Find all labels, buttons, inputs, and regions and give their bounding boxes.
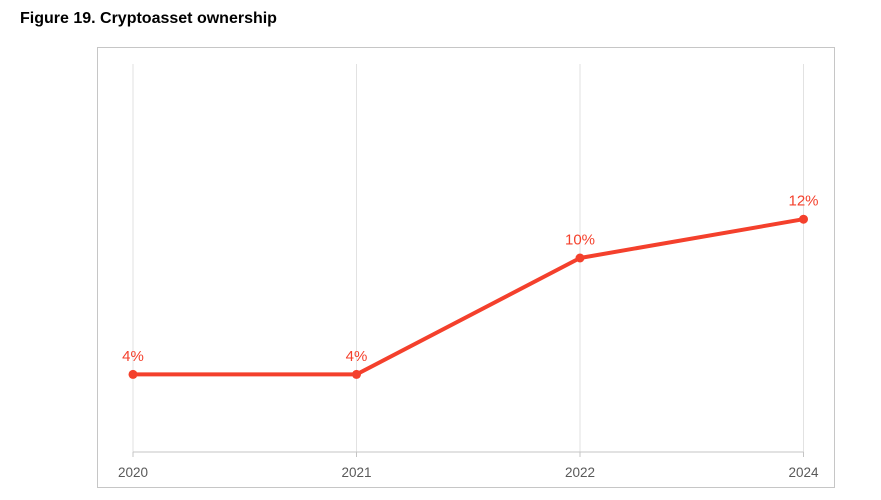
figure-title: Figure 19. Cryptoasset ownership xyxy=(20,10,277,27)
data-point-label: 4% xyxy=(122,348,144,365)
x-tick-label: 2021 xyxy=(341,465,371,480)
data-line xyxy=(131,217,806,377)
x-tick-label: 2022 xyxy=(565,465,595,480)
x-tick-label: 2020 xyxy=(118,465,148,480)
data-point-marker xyxy=(128,369,138,379)
x-tick-label: 2024 xyxy=(788,465,819,480)
data-point-marker xyxy=(799,214,808,224)
data-point-label: 12% xyxy=(788,193,818,210)
data-point-label: 10% xyxy=(565,232,595,249)
data-point-marker xyxy=(352,369,361,379)
chart-panel: 2020 2021 2022 2024 4% 4% 10% 12% xyxy=(97,47,835,488)
data-point-marker xyxy=(575,253,585,263)
line-chart: 2020 2021 2022 2024 4% 4% 10% 12% xyxy=(118,64,819,480)
data-point-label: 4% xyxy=(346,348,368,365)
